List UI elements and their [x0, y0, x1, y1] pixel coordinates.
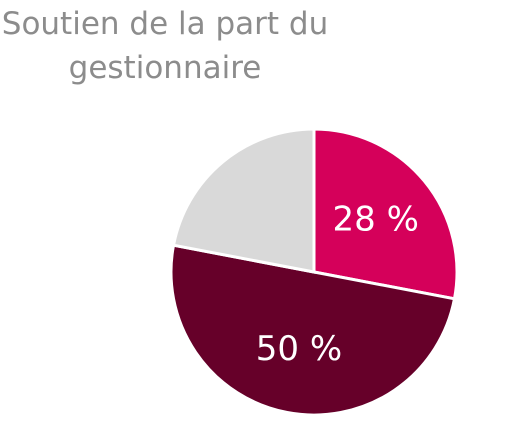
data-label: 50 %	[256, 329, 342, 369]
chart-title: Soutien de la part du gestionnaire	[1, 6, 329, 86]
pie-slice	[171, 127, 316, 274]
pie-slice	[169, 243, 457, 417]
data-label: 28 %	[333, 199, 419, 239]
pie-slice	[312, 127, 459, 301]
